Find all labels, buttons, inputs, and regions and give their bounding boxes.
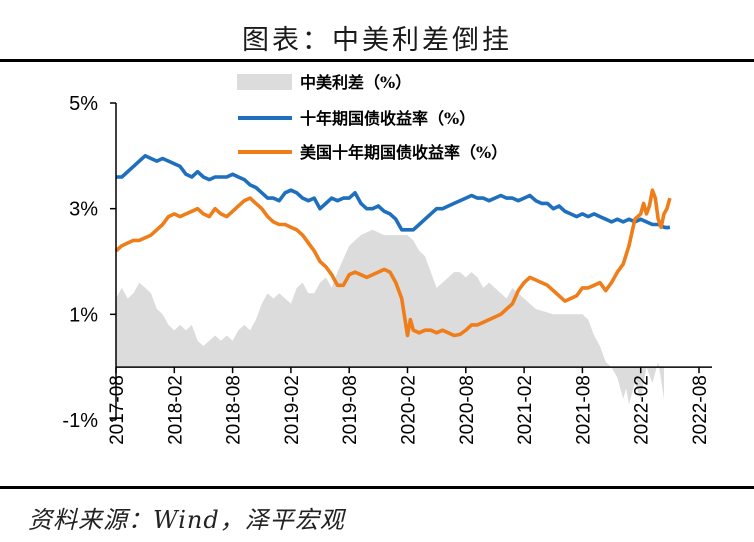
x-tick-label: 2020-08 <box>457 375 478 445</box>
spread-area <box>116 229 665 405</box>
x-tick-label: 2019-02 <box>282 375 303 445</box>
chart-title: 图表：中美利差倒挂 <box>242 25 512 56</box>
bottom-rule <box>0 486 754 489</box>
spread-series <box>116 229 665 405</box>
x-tick-label: 2022-08 <box>690 375 711 445</box>
axes <box>110 102 712 421</box>
chart-area: 5%3%1%-1% 2017-08 2018-02 2018-08 2019-02 20… <box>62 73 712 445</box>
source-note: 资料来源：Wind，泽平宏观 <box>28 506 345 534</box>
y-tick-label: 1% <box>69 304 98 326</box>
legend-swatch-spread <box>237 74 292 90</box>
y-tick-labels: 5% 3% 1% -1% <box>62 93 98 432</box>
y-tick-label: -1% <box>62 410 98 432</box>
legend: 中美利差（%） 十年期国债收益率（%） 美国十年期国债收益率（%） <box>237 73 507 162</box>
top-rule <box>0 59 754 62</box>
x-tick-label: 2022-02 <box>632 375 653 445</box>
x-tick-label: 2021-02 <box>515 375 536 445</box>
x-tick-label: 2019-08 <box>340 375 361 445</box>
china-10y-series <box>116 154 671 232</box>
us-10y-line <box>114 188 672 338</box>
x-tick-label: 2018-08 <box>224 375 245 445</box>
x-tick-label: 2018-02 <box>165 375 186 445</box>
x-tick-label: 2020-02 <box>399 375 420 445</box>
x-tick-labels: 2017-08 2018-02 2018-08 2019-02 2019-08 2020-… <box>107 375 711 445</box>
china-10y-line <box>116 154 671 232</box>
x-tick-label: 2017-08 <box>107 375 128 445</box>
y-tick-label: 5% <box>69 93 98 115</box>
x-tick-label: 2021-08 <box>573 375 594 445</box>
us-10y-series <box>114 188 672 338</box>
legend-label: 十年期国债收益率（%） <box>300 109 475 128</box>
y-tick-label: 3% <box>69 199 98 221</box>
legend-label: 美国十年期国债收益率（%） <box>300 143 507 162</box>
legend-label: 中美利差（%） <box>300 73 411 92</box>
